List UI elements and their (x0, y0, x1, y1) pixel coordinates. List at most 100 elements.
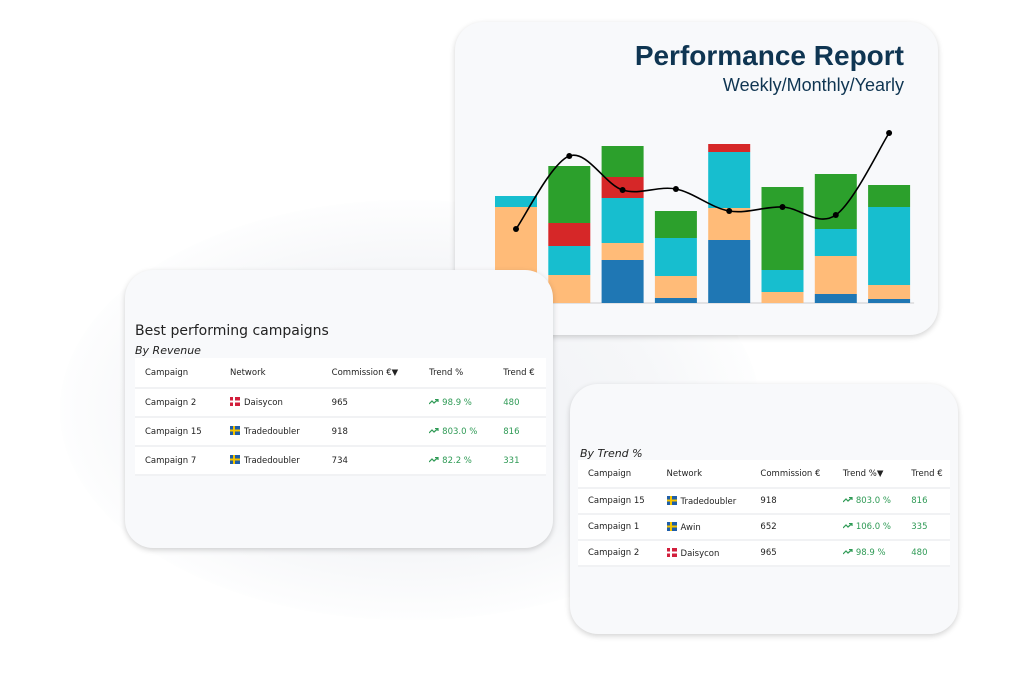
network-cell: Tradedoubler (657, 488, 751, 514)
campaign-name: Campaign 1 (588, 522, 640, 532)
trending-up-icon (842, 522, 853, 529)
trend-eur: 816 (911, 496, 928, 506)
bar-segment (868, 185, 911, 207)
bar-segment (601, 198, 644, 243)
column-header[interactable]: Trend € (911, 468, 943, 479)
trend-eur: 480 (503, 397, 520, 408)
campaign-name: Campaign 15 (145, 426, 202, 437)
flag-dk-icon (230, 397, 241, 406)
bar-segment (708, 152, 751, 208)
line-point (779, 204, 786, 210)
network-cell: Awin (657, 514, 751, 540)
table-row[interactable]: Campaign 2 Daisycon 965 98.9 % 480 (578, 540, 950, 566)
table-row[interactable]: Campaign 7 Tradedoubler 734 82.2 % 331 (135, 446, 546, 475)
trend-campaigns-card: By Trend % Campaign Network Commission € Tr… (570, 384, 958, 634)
trend-pct-cell: 803.0 % (419, 417, 493, 446)
column-header[interactable]: Network (230, 367, 266, 378)
trend-eur: 480 (911, 548, 928, 558)
trending-up-icon (842, 496, 853, 503)
trending-up-icon (428, 398, 439, 404)
trend-pct-cell: 82.2 % (419, 446, 493, 475)
bar-segment (654, 238, 697, 276)
line-point (672, 186, 679, 192)
stacked-bar-chart (495, 130, 915, 304)
bar-segment (548, 275, 591, 303)
bar-segment (868, 285, 911, 299)
trend-pct: 98.9 % (442, 397, 472, 408)
bar-segment (654, 211, 697, 238)
campaign-name: Campaign 7 (145, 455, 197, 466)
table-row[interactable]: Campaign 15 Tradedoubler 918 803.0 % 816 (135, 417, 546, 446)
trending-up-icon (428, 427, 439, 433)
column-header[interactable]: Commission € (760, 468, 821, 479)
column-header[interactable]: Campaign (588, 468, 632, 479)
commission: 652 (760, 522, 777, 532)
commission: 965 (760, 548, 777, 558)
line-point (619, 187, 626, 193)
bar-segment (761, 270, 804, 292)
trend-pct-cell: 803.0 % (833, 488, 901, 514)
card-title: Best performing campaigns (135, 323, 329, 339)
bar-segment (654, 276, 697, 298)
line-point (832, 212, 839, 218)
flag-se-icon (230, 455, 241, 464)
bar-segment (814, 229, 857, 256)
table-row[interactable]: Campaign 2 Daisycon 965 98.9 % 480 (135, 388, 546, 417)
trend-pct-cell: 98.9 % (419, 388, 493, 417)
network-name: Tradedoubler (244, 456, 300, 466)
trend-pct-cell: 98.9 % (833, 540, 901, 566)
bar-segment (548, 223, 591, 246)
trend-eur: 816 (503, 426, 520, 437)
column-header[interactable]: Trend %▼ (842, 468, 884, 479)
network-cell: Tradedoubler (220, 446, 322, 475)
commission: 734 (331, 455, 348, 466)
column-header[interactable]: Campaign (145, 367, 189, 378)
flag-se-icon (230, 426, 241, 435)
bar-segment (548, 246, 591, 275)
column-header[interactable]: Network (666, 468, 703, 479)
bar-segment (761, 187, 804, 270)
bar-segment (868, 207, 911, 285)
flag-dk-icon (666, 547, 677, 557)
best-campaigns-card: Best performing campaigns By Revenue Cam… (125, 270, 553, 548)
trend-pct: 803.0 % (855, 496, 891, 506)
network-cell: Tradedoubler (220, 417, 322, 446)
bar-segment (814, 256, 857, 294)
table-row[interactable]: Campaign 15 Tradedoubler 918 803.0 % 816 (578, 488, 950, 514)
bar-segment (868, 299, 911, 303)
column-header[interactable]: Trend % (429, 367, 464, 378)
line-point (513, 226, 519, 232)
trend-pct: 98.9 % (855, 548, 886, 558)
network-cell: Daisycon (657, 540, 751, 566)
card-subtitle: By Trend % (580, 447, 643, 460)
bar-segment (814, 294, 857, 303)
network-name: Daisycon (244, 398, 283, 408)
column-header[interactable]: Commission €▼ (331, 367, 399, 378)
flag-se-icon (666, 495, 677, 505)
line-point (886, 130, 893, 136)
commission: 965 (331, 397, 348, 408)
bar-segment (708, 144, 751, 152)
report-subtitle: Weekly/Monthly/Yearly (722, 75, 904, 95)
bar-segment (495, 196, 537, 207)
line-point (726, 208, 733, 214)
network-name: Daisycon (680, 548, 720, 559)
trend-pct: 82.2 % (442, 455, 472, 466)
trend-pct-cell: 106.0 % (833, 514, 901, 540)
bar-segment (601, 146, 644, 177)
flag-se-icon (666, 521, 677, 531)
bar-segment (761, 292, 804, 303)
column-header[interactable]: Trend € (503, 367, 535, 378)
trending-up-icon (842, 548, 853, 555)
trend-eur: 331 (503, 455, 520, 466)
commission: 918 (760, 496, 777, 506)
bar-segment (654, 298, 697, 303)
bar-segment (548, 166, 591, 223)
bar-segment (814, 174, 857, 229)
network-name: Tradedoubler (680, 496, 737, 507)
bar-segment (708, 240, 751, 303)
network-name: Tradedoubler (244, 427, 300, 437)
table-row[interactable]: Campaign 1 Awin 652 106.0 % 335 (578, 514, 950, 540)
network-name: Awin (680, 522, 701, 533)
report-title: Performance Report (634, 40, 904, 71)
